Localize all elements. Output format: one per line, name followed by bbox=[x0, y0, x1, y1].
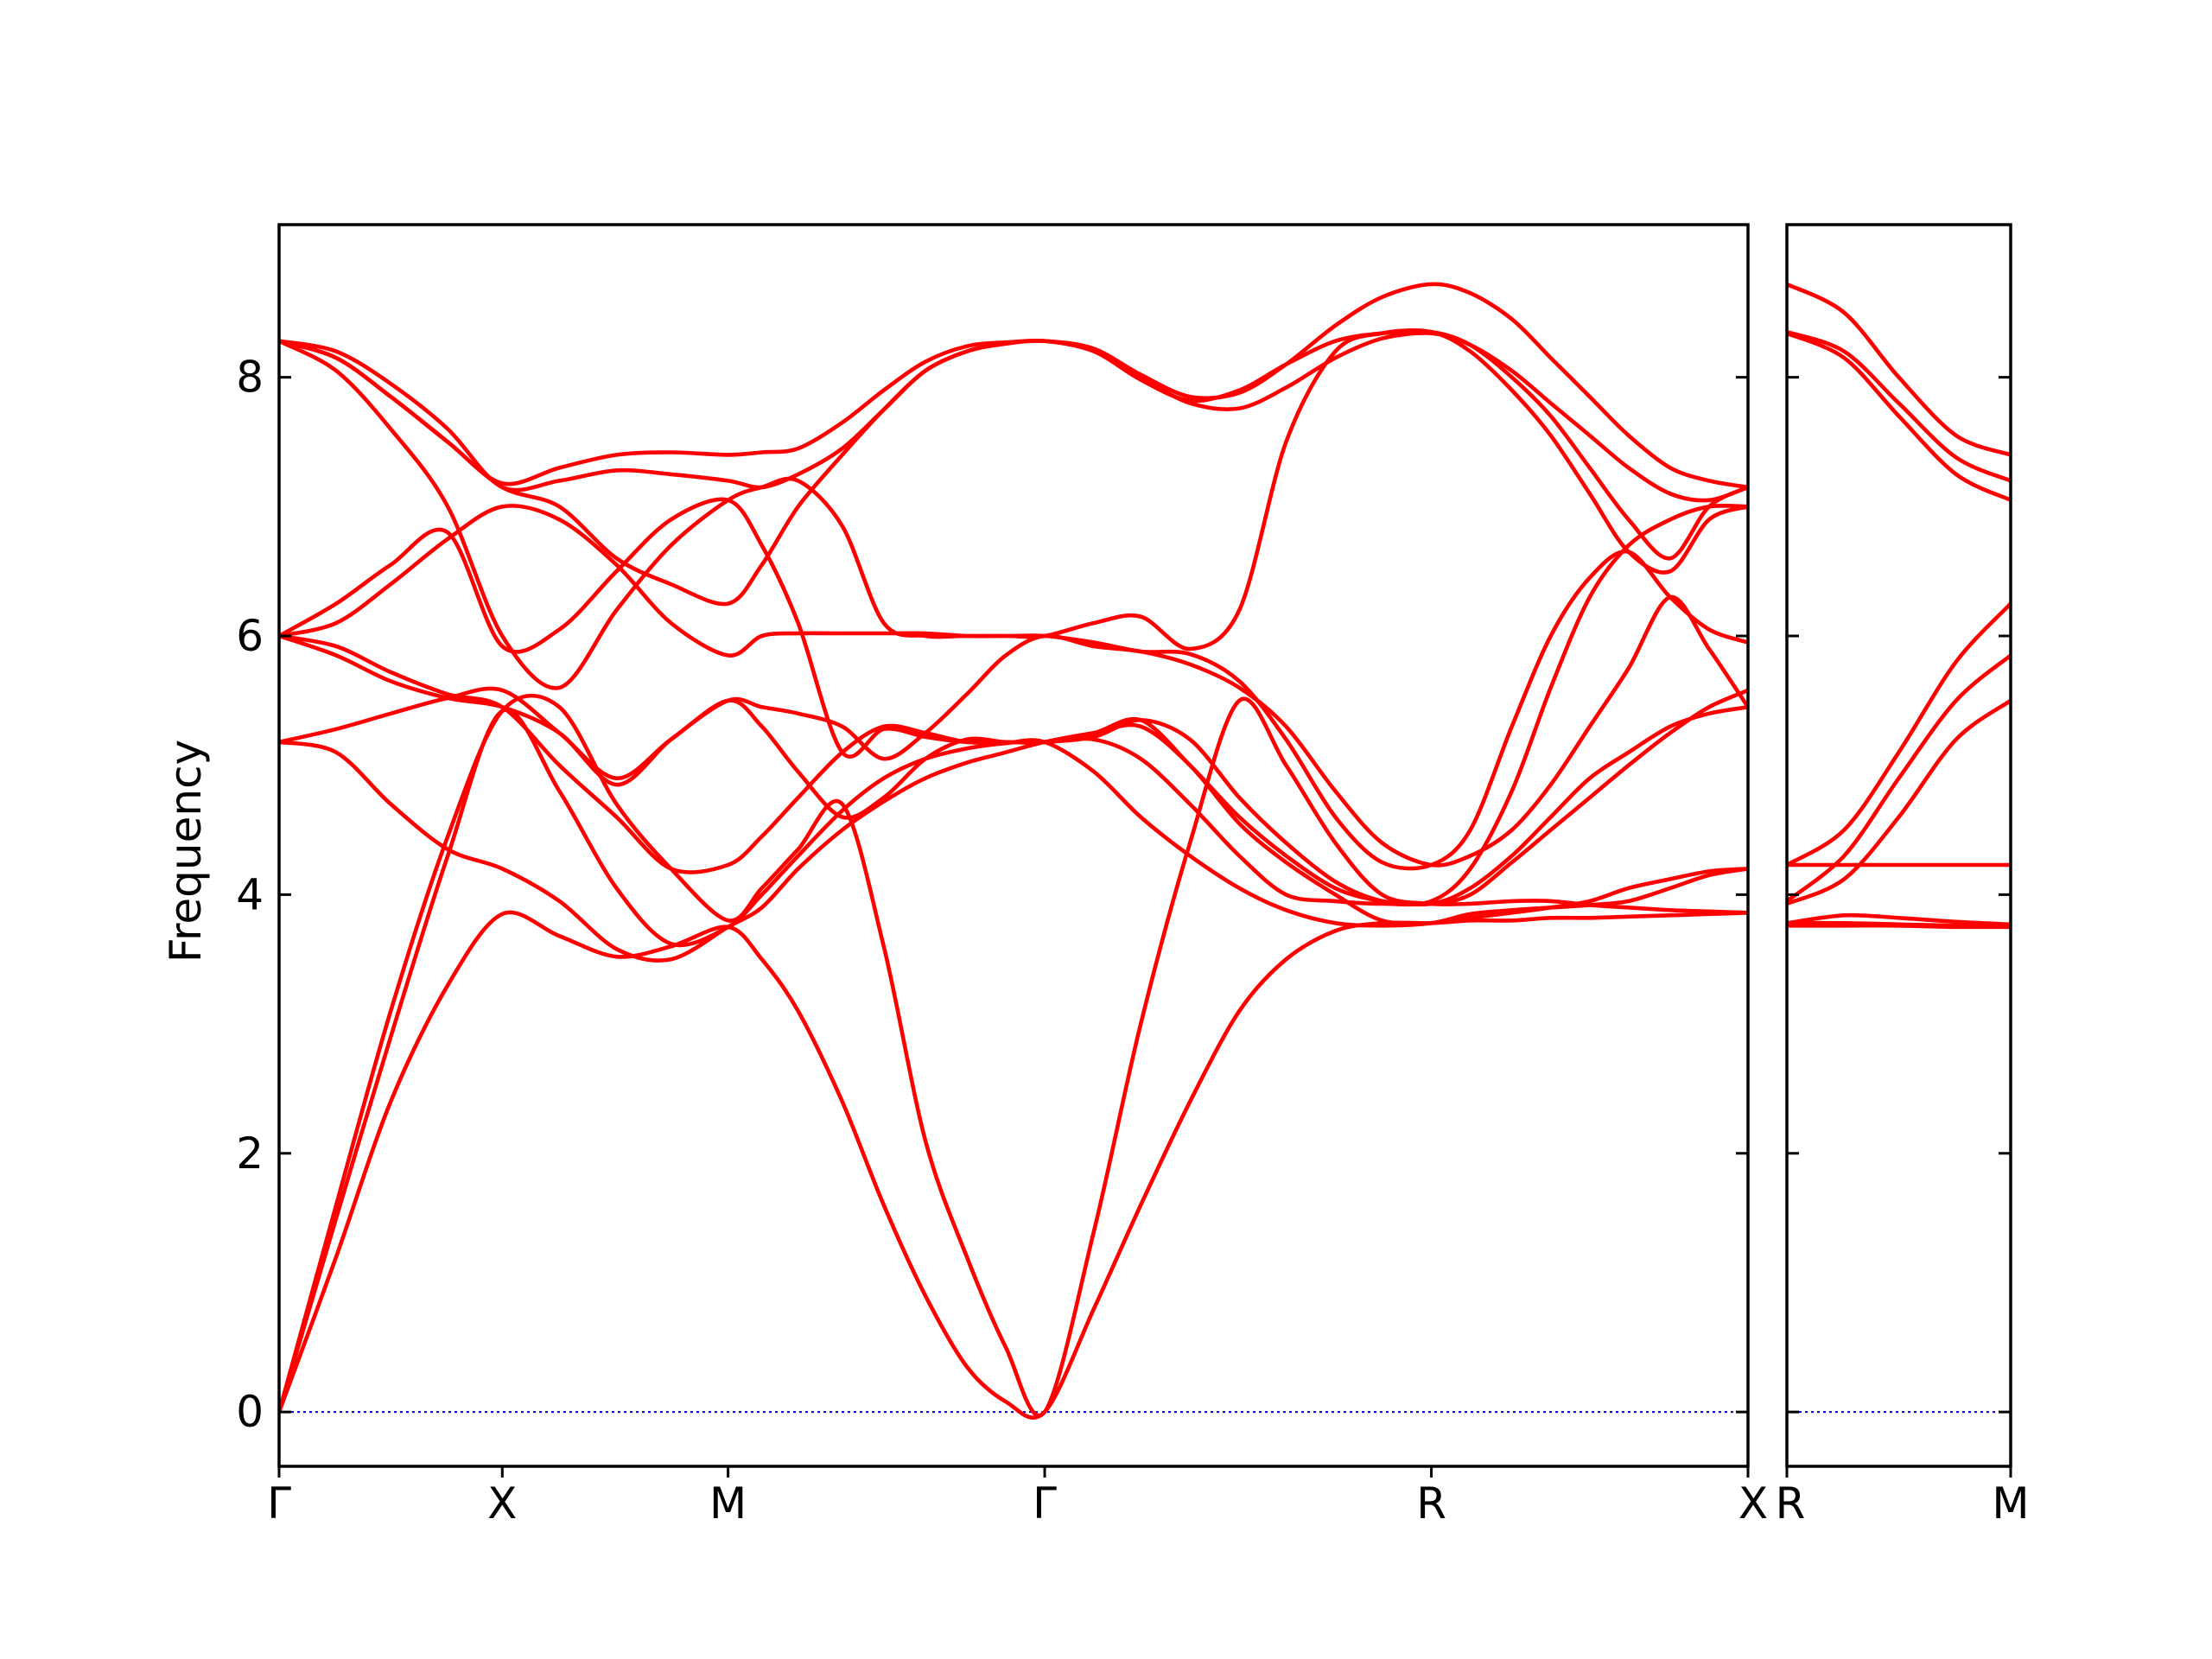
band-line-8 bbox=[279, 504, 1748, 871]
plot-frame bbox=[1785, 223, 2012, 1468]
band-line-4 bbox=[279, 722, 1748, 963]
band-line-7 bbox=[1787, 601, 2011, 868]
bands bbox=[279, 282, 1748, 1420]
band-line-6 bbox=[279, 633, 1748, 907]
x-tick-label-X: X bbox=[487, 1478, 517, 1529]
band-line-10 bbox=[1787, 282, 2011, 457]
x-tick-label-M: M bbox=[1992, 1478, 2029, 1529]
band-line-5 bbox=[279, 686, 1748, 906]
x-tick-label-R: R bbox=[1416, 1478, 1446, 1529]
band-line-11 bbox=[279, 329, 1748, 607]
x-tick-label-Γ: Γ bbox=[1033, 1478, 1057, 1529]
band-line-9 bbox=[1787, 329, 2011, 483]
x-tick-label-R: R bbox=[1776, 1478, 1806, 1529]
y-tick-label: 8 bbox=[236, 353, 264, 403]
band-line-10 bbox=[279, 327, 1748, 690]
bands bbox=[1787, 282, 2011, 930]
y-axis-title: Frequency bbox=[161, 740, 211, 963]
panel-1: 0 2 4 6 8 Γ X M Γ R X bbox=[236, 223, 1768, 1529]
band-line-2 bbox=[1787, 920, 2011, 930]
band-line-5 bbox=[1787, 698, 2011, 906]
x-tick-label-Γ: Γ bbox=[267, 1478, 291, 1529]
x-tick-label-M: M bbox=[709, 1478, 747, 1529]
y-tick-label: 0 bbox=[236, 1387, 264, 1437]
band-line-12 bbox=[279, 331, 1748, 503]
band-line-8 bbox=[1787, 331, 2011, 503]
band-line-6 bbox=[1787, 653, 2011, 904]
band-line-1 bbox=[279, 910, 1748, 1420]
plot-frame bbox=[277, 223, 1750, 1468]
y-tick-label: 2 bbox=[236, 1128, 264, 1179]
band-line-9 bbox=[279, 497, 1748, 907]
y-tick-label: 4 bbox=[236, 869, 264, 919]
band-line-3 bbox=[1787, 912, 2011, 927]
y-tick-label: 6 bbox=[236, 611, 264, 661]
x-tick-label-X: X bbox=[1738, 1478, 1768, 1529]
band-line-3 bbox=[279, 693, 1748, 1418]
band-line-13 bbox=[279, 282, 1748, 490]
